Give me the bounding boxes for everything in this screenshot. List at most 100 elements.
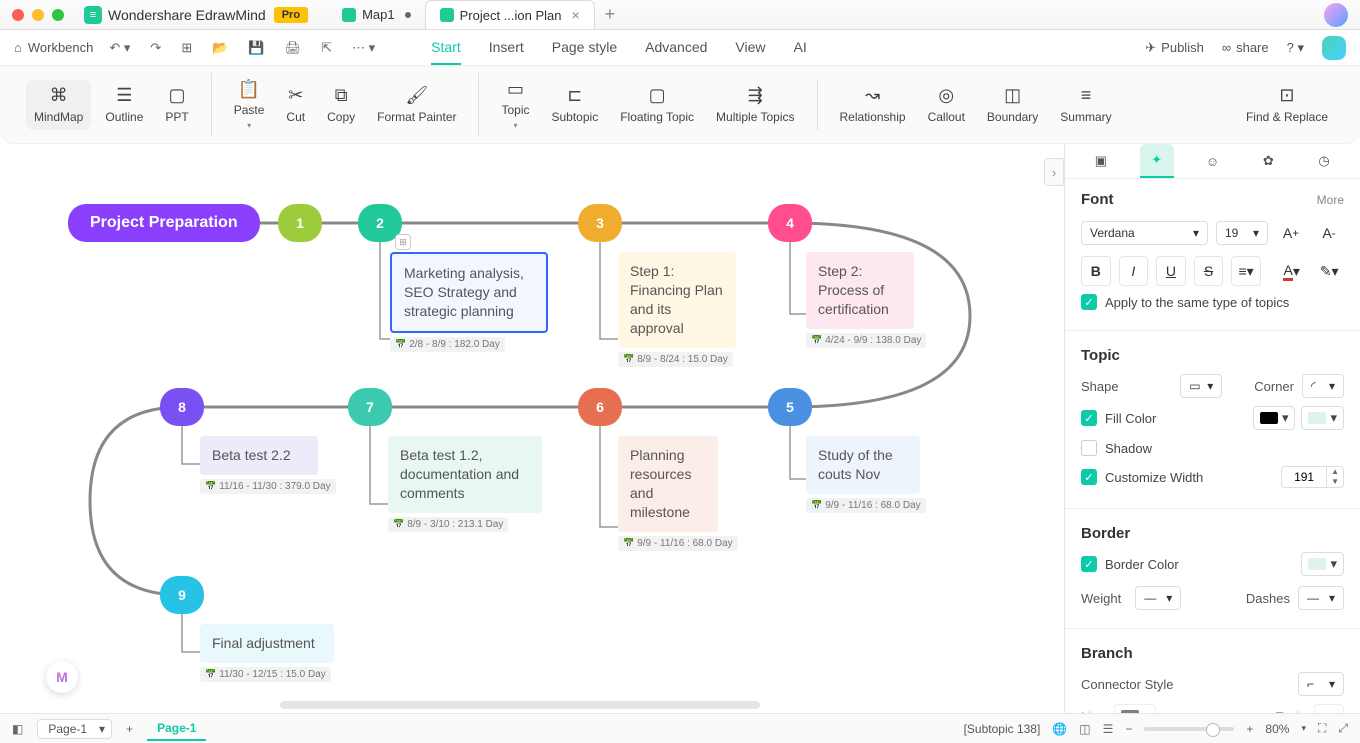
strikethrough-button[interactable]: S [1194,256,1224,286]
customize-width-checkbox[interactable]: ✓ Customize Width ▲▼ [1081,466,1344,488]
node-handle-icon[interactable]: ⊞ [395,234,411,250]
document-tab-map1[interactable]: Map1 [328,0,425,29]
layers-icon[interactable]: ◫ [1079,722,1090,736]
topic-box-7[interactable]: Final adjustment [200,624,334,663]
format-painter-button[interactable]: 🖌Format Painter [369,80,464,130]
step-up-icon[interactable]: ▲ [1327,467,1343,477]
corner-select[interactable]: ◜▾ [1302,374,1344,398]
node-7[interactable]: 7 [348,388,392,426]
font-more-button[interactable]: More [1317,193,1344,207]
more-button[interactable]: ⋯ ▾ [348,36,379,60]
new-file-button[interactable]: ⊞ [177,36,196,60]
relationship-button[interactable]: ↝Relationship [832,80,914,130]
node-8[interactable]: 8 [160,388,204,426]
topic-box-3[interactable]: Study of the couts Nov [806,436,920,494]
export-button[interactable]: ⇱ [317,36,336,60]
publish-button[interactable]: ✈Publish [1145,40,1204,56]
sidepanel-tab-clipart[interactable]: ✿ [1251,144,1285,178]
ppt-mode-button[interactable]: ▢PPT [157,80,196,130]
topic-box-4[interactable]: Planning resources and milestone [618,436,718,532]
topic-button[interactable]: ▭Topic▾ [493,73,537,136]
close-window-button[interactable] [12,9,24,21]
undo-button[interactable]: ↶ ▾ [105,36,134,60]
minimize-window-button[interactable] [32,9,44,21]
horizontal-scrollbar[interactable] [280,701,760,709]
ribbon-tab-start[interactable]: Start [431,31,461,65]
mindmap-mode-button[interactable]: ⌘MindMap [26,80,91,130]
help-button[interactable]: ? ▾ [1287,40,1304,56]
ribbon-tab-ai[interactable]: AI [794,31,807,65]
border-color-picker[interactable]: ▾ [1301,552,1344,576]
outline-mode-button[interactable]: ☰Outline [97,80,151,130]
node-5[interactable]: 5 [768,388,812,426]
ribbon-tab-view[interactable]: View [735,31,765,65]
node-9[interactable]: 9 [160,576,204,614]
boundary-button[interactable]: ◫Boundary [979,80,1046,130]
zoom-in-button[interactable]: + [1246,722,1253,736]
add-page-button[interactable]: + [126,722,133,736]
highlight-button[interactable]: ✎▾ [1314,256,1344,286]
node-1[interactable]: 1 [278,204,322,242]
increase-font-button[interactable]: A+ [1276,218,1306,248]
font-family-select[interactable]: Verdana▾ [1081,221,1208,245]
sidepanel-tab-icon[interactable]: ☺ [1195,144,1229,178]
step-down-icon[interactable]: ▼ [1327,477,1343,487]
fullscreen-button[interactable]: ⤢ [1338,721,1348,736]
sidepanel-tab-history[interactable]: ◷ [1307,144,1341,178]
workbench-button[interactable]: ⌂ Workbench [14,40,93,55]
shape-select[interactable]: ▭▾ [1180,374,1222,398]
comment-icon[interactable]: ☰ [1103,722,1114,736]
align-button[interactable]: ≡▾ [1231,256,1261,286]
redo-button[interactable]: ↷ [146,36,165,60]
open-file-button[interactable]: 📂 [208,36,232,60]
node-4[interactable]: 4 [768,204,812,242]
underline-button[interactable]: U [1156,256,1186,286]
node-6[interactable]: 6 [578,388,622,426]
callout-button[interactable]: ◎Callout [920,80,973,130]
weight-select[interactable]: —▾ [1135,586,1181,610]
italic-button[interactable]: I [1119,256,1149,286]
page-tab[interactable]: Page-1 [147,717,206,741]
close-tab-icon[interactable]: × [571,7,579,23]
fill-color-1-picker[interactable]: ▾ [1253,406,1296,430]
bold-button[interactable]: B [1081,256,1111,286]
sidepanel-tab-style[interactable]: ✦ [1140,144,1174,178]
page-select[interactable]: Page-1 ▾ [37,719,112,739]
zoom-slider[interactable] [1144,727,1234,731]
width-stepper[interactable]: ▲▼ [1281,466,1344,488]
summary-button[interactable]: ≡Summary [1052,80,1119,130]
topic-box-0[interactable]: Marketing analysis, SEO Strategy and str… [390,252,548,333]
shadow-checkbox[interactable]: Shadow [1081,440,1344,456]
maximize-window-button[interactable] [52,9,64,21]
decrease-font-button[interactable]: A- [1314,218,1344,248]
topic-box-1[interactable]: Step 1: Financing Plan and its approval [618,252,736,348]
font-color-button[interactable]: A▾ [1277,256,1307,286]
floating-topic-button[interactable]: ▢Floating Topic [612,80,702,130]
root-node[interactable]: Project Preparation [68,204,260,242]
multiple-topics-button[interactable]: ⇶Multiple Topics [708,80,802,130]
ai-assistant-button[interactable]: M [46,661,78,693]
connector-style-select[interactable]: ⌐▾ [1298,672,1344,696]
share-button[interactable]: ∞share [1222,40,1269,55]
ribbon-tab-page-style[interactable]: Page style [552,31,617,65]
fit-screen-button[interactable]: ⛶ [1318,721,1326,736]
border-color-checkbox[interactable]: ✓ Border Color ▾ [1081,552,1344,576]
paste-button[interactable]: 📋Paste▾ [226,73,273,136]
branch-topic-select[interactable]: ▾ [1314,704,1344,713]
new-tab-button[interactable]: + [595,0,626,29]
zoom-out-button[interactable]: − [1125,722,1132,736]
upgrade-button[interactable] [1322,36,1346,60]
fill-color-2-picker[interactable]: ▾ [1301,406,1344,430]
subtopic-button[interactable]: ⊏Subtopic [544,80,607,130]
topic-box-6[interactable]: Beta test 2.2 [200,436,318,475]
topic-box-5[interactable]: Beta test 1.2, documentation and comment… [388,436,542,513]
save-button[interactable]: 💾 [244,36,268,60]
line-color-picker[interactable]: ▾ [1114,704,1157,713]
topic-box-2[interactable]: Step 2: Process of certification [806,252,914,329]
globe-icon[interactable]: 🌐 [1052,722,1067,736]
fill-color-checkbox[interactable]: ✓ Fill Color ▾ ▾ [1081,406,1344,430]
font-size-select[interactable]: 19▾ [1216,221,1268,245]
width-input[interactable] [1282,467,1326,487]
dashes-select[interactable]: —▾ [1298,586,1344,610]
canvas[interactable]: Project Preparation123456789Marketing an… [0,144,1064,713]
